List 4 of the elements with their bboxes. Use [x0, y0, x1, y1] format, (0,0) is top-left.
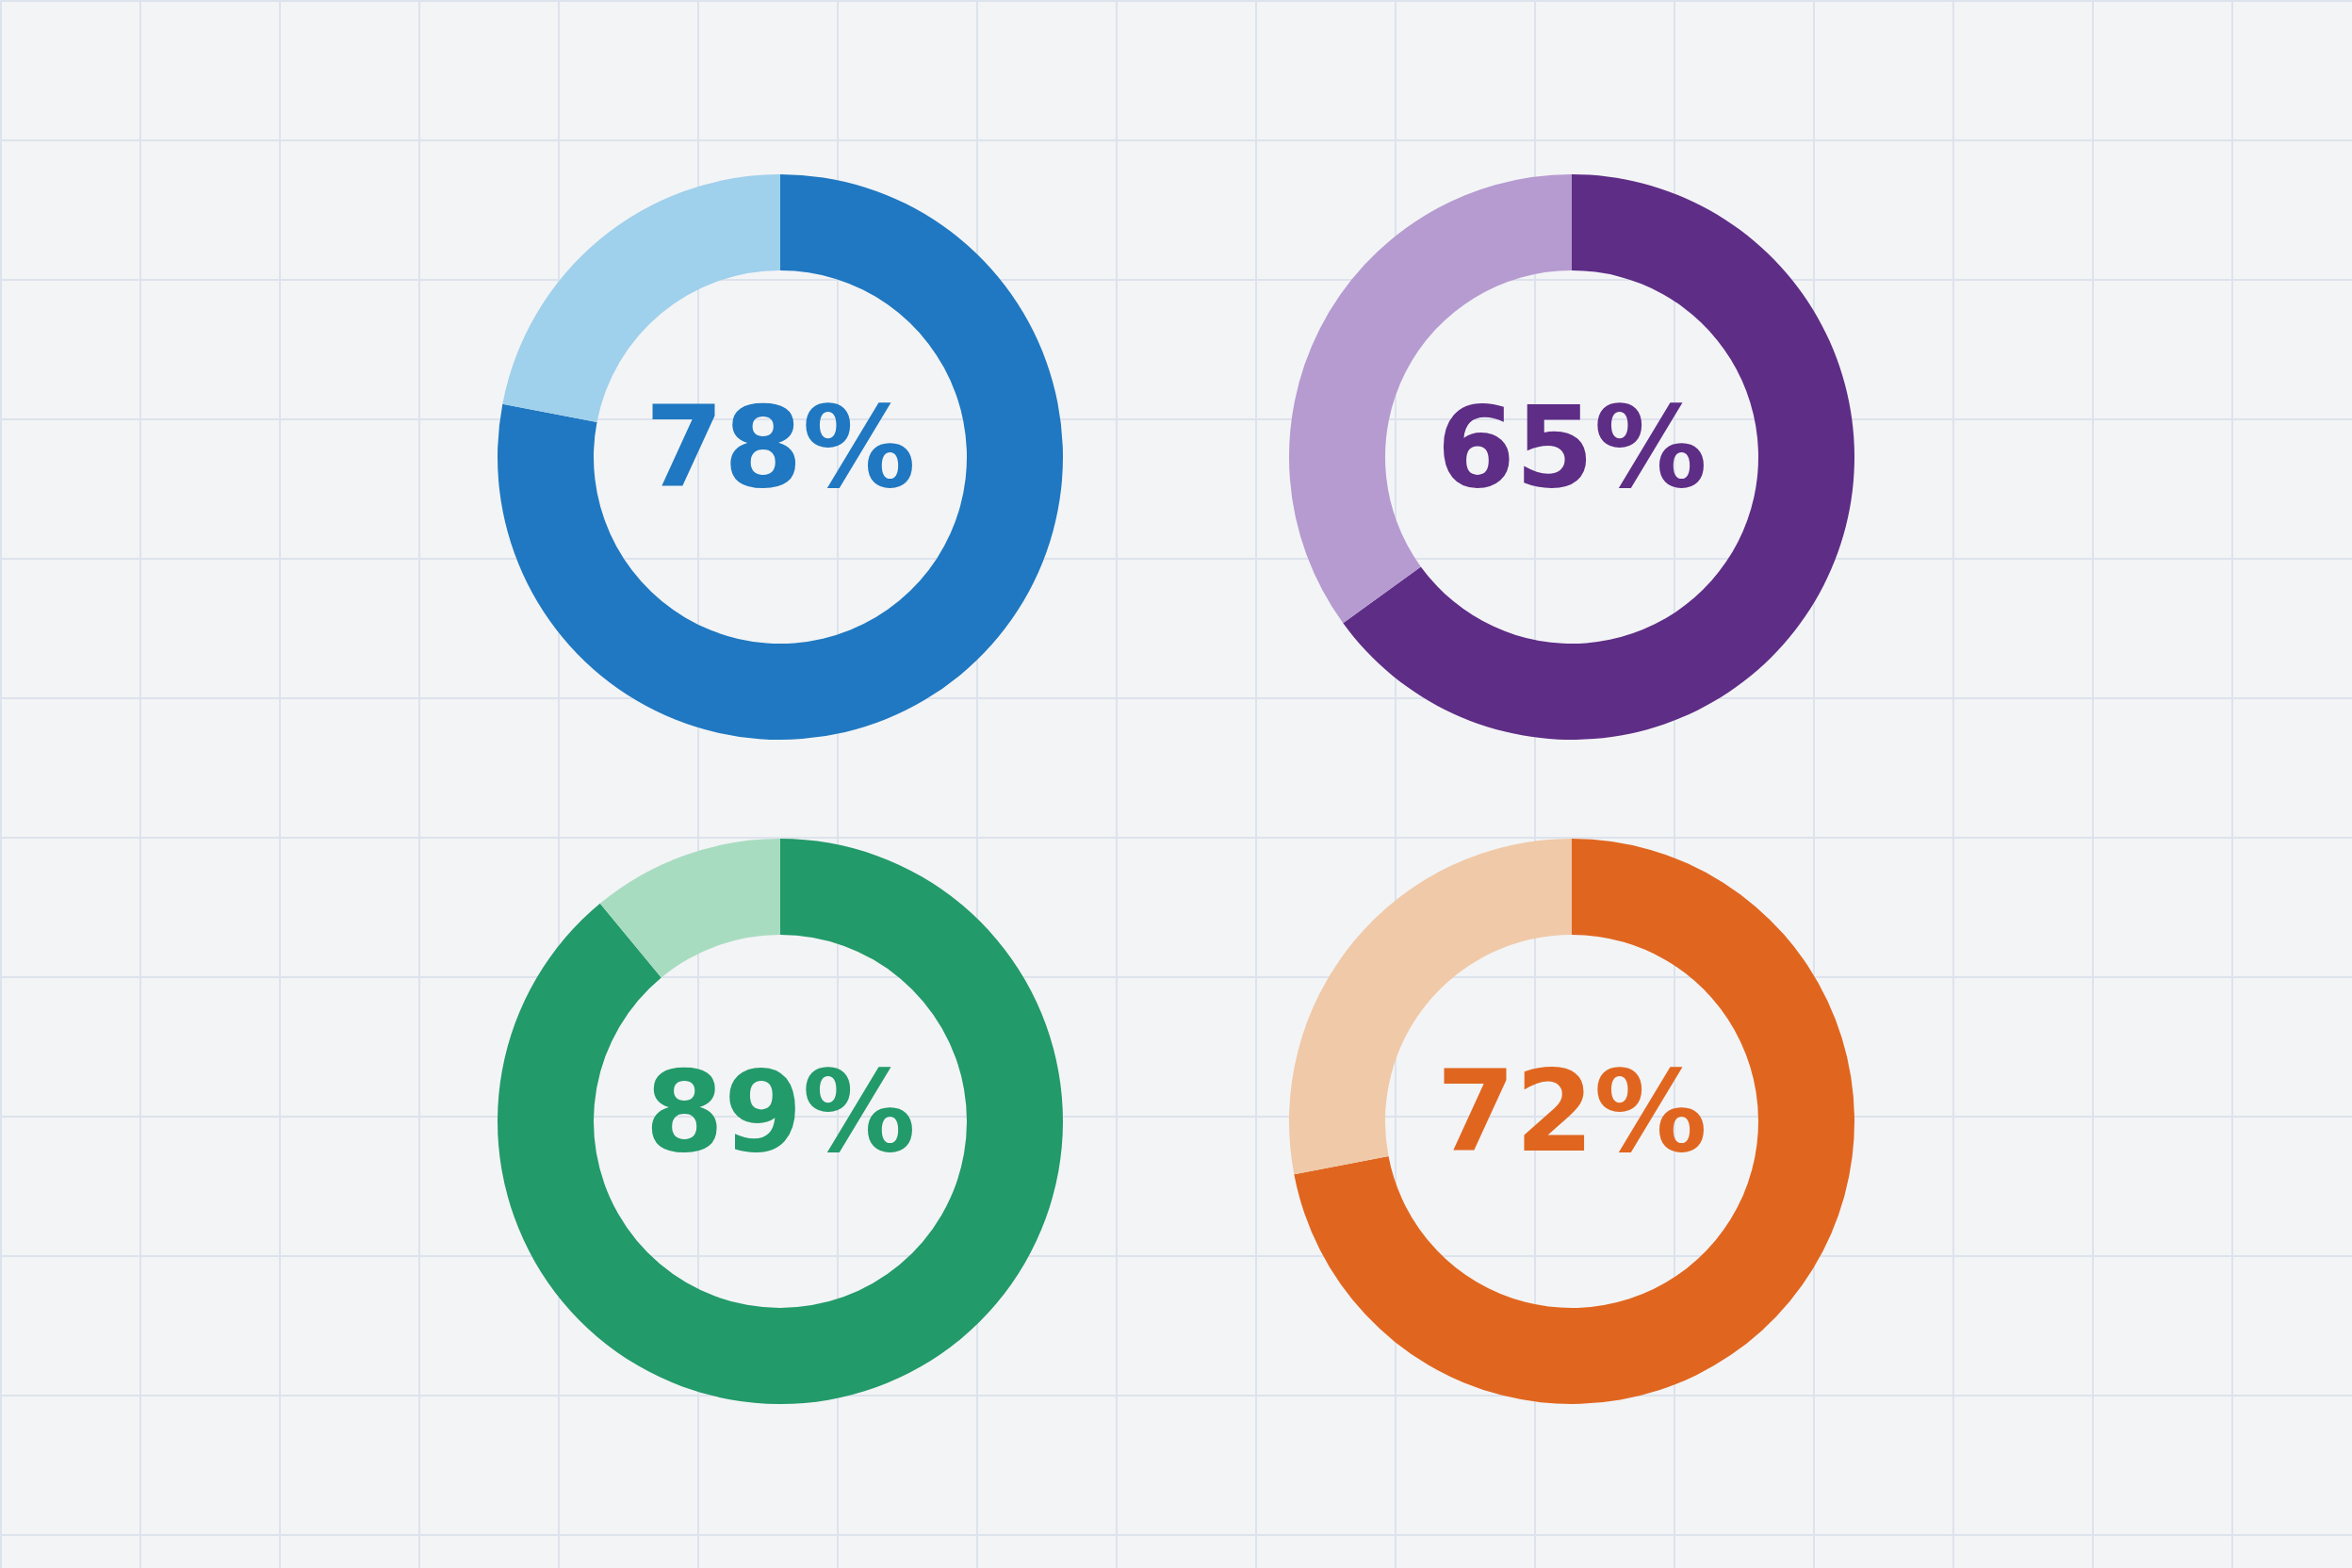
- data-label: 89%: [645, 1046, 916, 1178]
- data-label: 78%: [645, 382, 916, 514]
- data-label: 72%: [1436, 1046, 1707, 1178]
- data-label: 65%: [1436, 382, 1707, 514]
